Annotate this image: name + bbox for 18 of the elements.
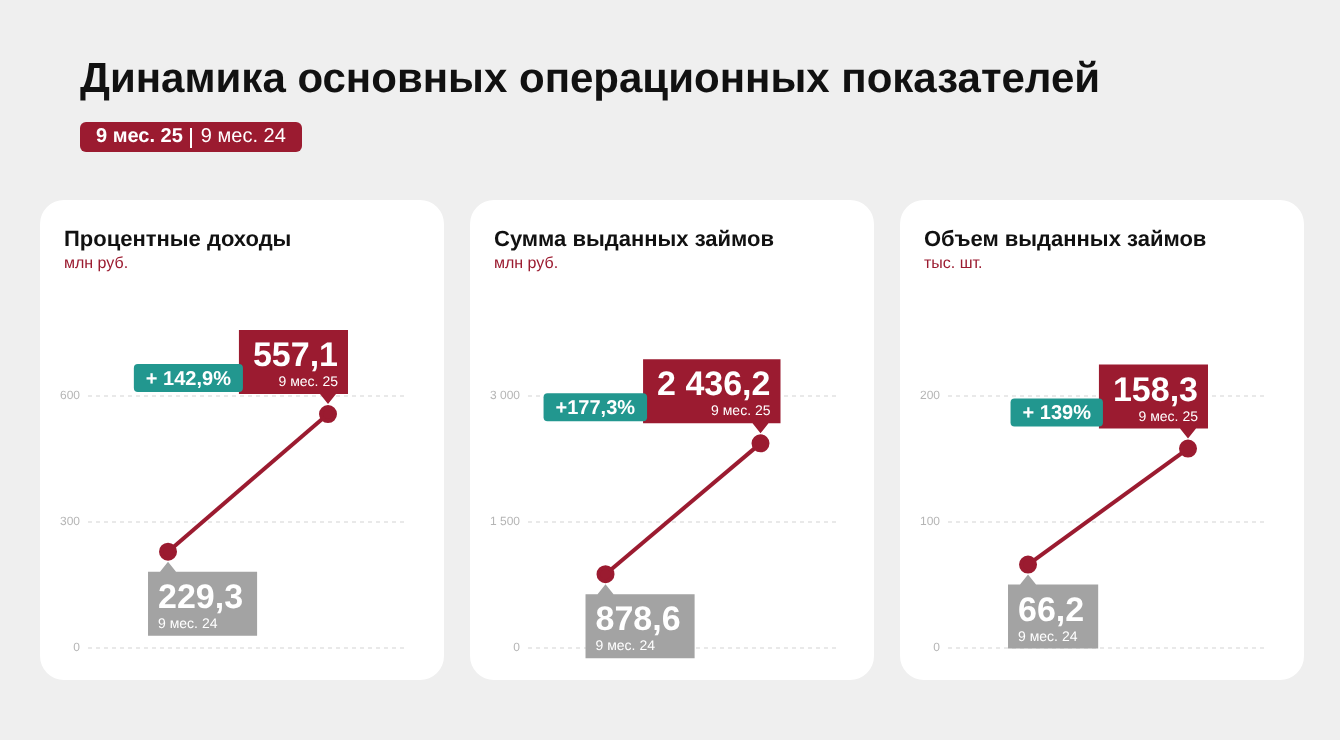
annotation: + 139% xyxy=(1022,403,1092,426)
data-label: 557,1 xyxy=(252,336,339,375)
annotation: +177,3% xyxy=(555,397,636,420)
text: Динамика основных операционных показателей xyxy=(80,56,1101,104)
chart-subtitle: тыс. шт. xyxy=(924,254,983,272)
text: + 142,9% xyxy=(145,368,232,391)
chart-subtitle: млн руб. xyxy=(494,254,559,272)
data-label: 66,2 xyxy=(1018,590,1085,629)
chart-title: Объем выданных займов xyxy=(924,228,1207,252)
text: 9 мес. 24 xyxy=(200,126,286,148)
data-label: 229,3 xyxy=(158,577,244,616)
data-label: 2 436,2 xyxy=(657,365,771,404)
chart-subtitle: млн руб. xyxy=(64,254,129,272)
data-label: 158,3 xyxy=(1112,370,1199,409)
data-label: 878,6 xyxy=(595,600,681,639)
chart-title: Сумма выданных займов xyxy=(494,228,775,252)
text: 9 мес. 25 xyxy=(96,126,183,148)
chart-title: Процентные доходы xyxy=(64,228,292,252)
